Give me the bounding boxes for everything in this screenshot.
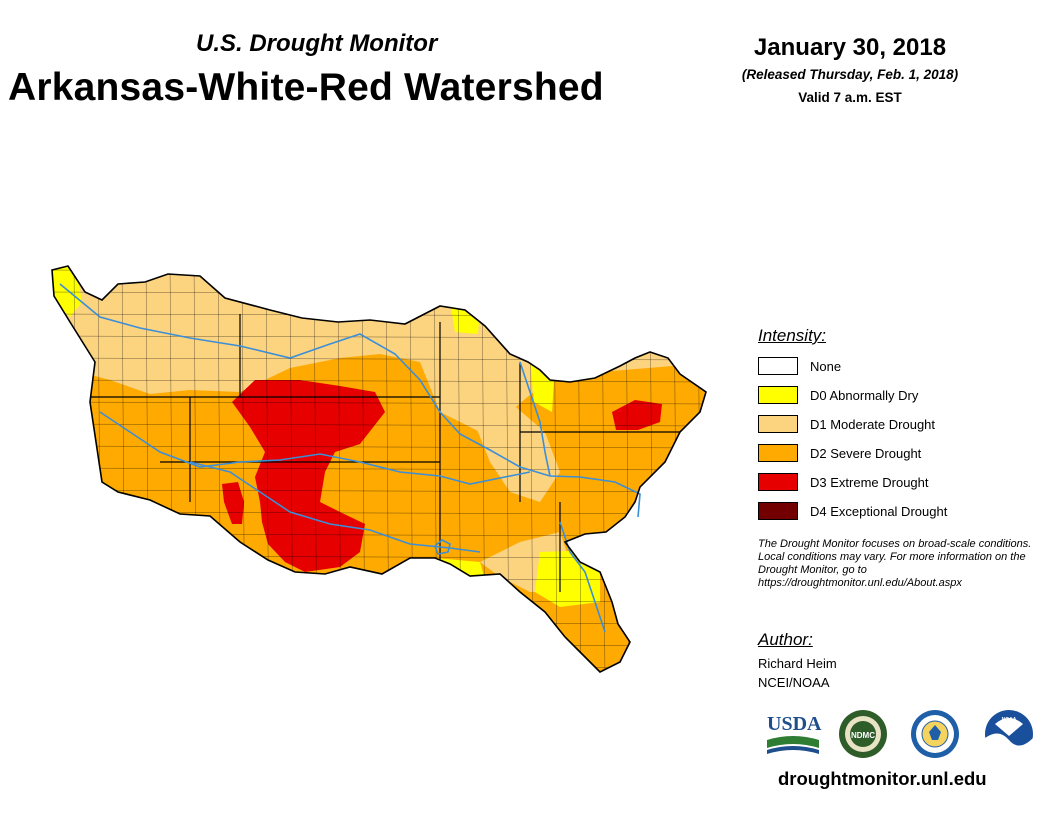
doc-seal-logo [911,710,959,758]
map-subtitle: U.S. Drought Monitor [196,30,438,57]
author-name: Richard Heim [758,656,837,671]
map-date: January 30, 2018 [753,34,947,61]
legend-swatch [758,444,798,462]
legend-item: D3 Extreme Drought [758,472,929,492]
legend-label: D4 Exceptional Drought [810,503,948,519]
legend-swatch [758,415,798,433]
noaa-logo: NOAA [985,710,1033,760]
legend-heading: Intensity: [758,326,827,345]
svg-text:NOAA: NOAA [1002,717,1017,723]
author-heading: Author: [758,630,813,649]
map-title: Arkansas-White-Red Watershed [8,66,604,109]
legend-swatch [758,357,798,375]
release-date: (Released Thursday, Feb. 1, 2018) [741,67,959,82]
drought-map [51,265,707,673]
legend-item: D2 Severe Drought [758,443,921,463]
agency-logos: USDA NDMC NOAA [767,710,1033,760]
legend-label: None [810,358,842,374]
svg-text:USDA: USDA [767,713,822,735]
legend-swatch [758,502,798,520]
legend-label: D1 Moderate Drought [810,416,936,432]
website-url: droughtmonitor.unl.edu [778,768,987,789]
valid-time: Valid 7 a.m. EST [798,90,902,105]
legend-swatch [758,386,798,404]
legend-label: D0 Abnormally Dry [810,387,919,403]
author-org: NCEI/NOAA [758,675,830,690]
legend-item: D0 Abnormally Dry [758,385,918,405]
ndmc-logo: NDMC [839,710,887,758]
legend-item: None [758,356,841,376]
legend-item: D4 Exceptional Drought [758,501,947,521]
svg-text:NDMC: NDMC [851,731,875,740]
legend-label: D2 Severe Drought [810,445,922,461]
legend-swatch [758,473,798,491]
legend-item: D1 Moderate Drought [758,414,935,434]
disclaimer-note: The Drought Monitor focuses on broad-sca… [758,538,1032,589]
legend-label: D3 Extreme Drought [810,474,929,490]
usda-logo: USDA [767,713,822,754]
